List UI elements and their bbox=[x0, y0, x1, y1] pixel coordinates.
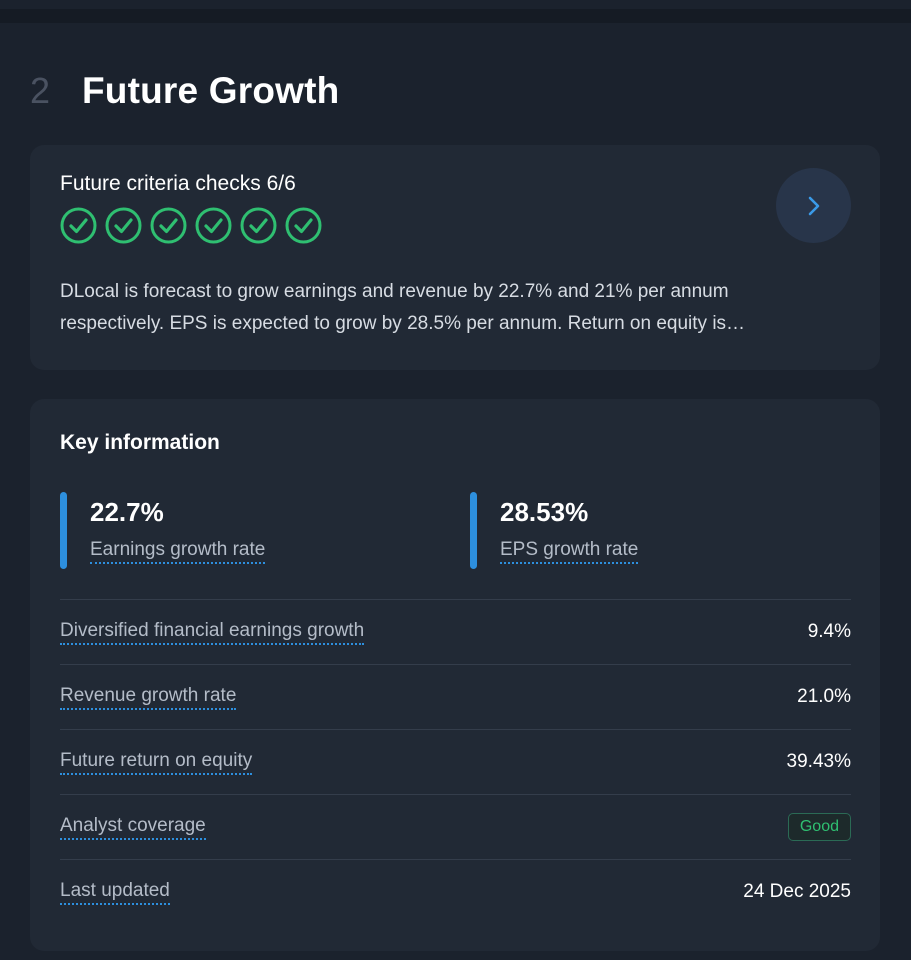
criteria-description: DLocal is forecast to grow earnings and … bbox=[60, 281, 746, 334]
chevron-right-icon bbox=[808, 196, 819, 215]
criteria-details-button[interactable] bbox=[776, 168, 851, 243]
check-circle-icon bbox=[105, 207, 142, 244]
status-badge: Good bbox=[787, 813, 851, 841]
table-row: Future return on equity 39.43% bbox=[60, 729, 851, 794]
key-information-card: Key information 22.7% Earnings growth ra… bbox=[30, 399, 880, 951]
criteria-card[interactable]: Future criteria checks 6/6 DLocal is for… bbox=[30, 145, 880, 370]
row-label[interactable]: Future return on equity bbox=[60, 750, 253, 775]
metric-value: 22.7% bbox=[90, 497, 164, 527]
top-strip bbox=[0, 9, 911, 23]
earnings-growth-metric: 22.7% Earnings growth rate bbox=[60, 492, 266, 569]
table-row: Diversified financial earnings growth 9.… bbox=[60, 599, 851, 664]
row-value: 24 Dec 2025 bbox=[743, 881, 851, 902]
table-row: Analyst coverage Good bbox=[60, 794, 851, 859]
check-circle-icon bbox=[60, 207, 97, 244]
row-label[interactable]: Analyst coverage bbox=[60, 815, 206, 840]
metric-value: 28.53% bbox=[500, 497, 589, 527]
top-bar bbox=[0, 0, 911, 9]
metric-label[interactable]: Earnings growth rate bbox=[90, 539, 266, 564]
row-label[interactable]: Diversified financial earnings growth bbox=[60, 620, 365, 645]
future-growth-section: 2 Future Growth Future criteria checks 6… bbox=[0, 23, 911, 960]
section-number: 2 bbox=[30, 70, 51, 111]
table-row: Last updated 24 Dec 2025 bbox=[60, 859, 851, 924]
eps-growth-metric: 28.53% EPS growth rate bbox=[470, 492, 639, 569]
key-info-rows: Diversified financial earnings growth 9.… bbox=[60, 599, 851, 924]
criteria-title: Future criteria checks 6/6 bbox=[60, 172, 296, 195]
row-value: 21.0% bbox=[797, 686, 851, 707]
table-row: Revenue growth rate 21.0% bbox=[60, 664, 851, 729]
criteria-checks bbox=[60, 207, 322, 244]
metric-label[interactable]: EPS growth rate bbox=[500, 539, 639, 564]
row-label[interactable]: Revenue growth rate bbox=[60, 685, 237, 710]
check-circle-icon bbox=[240, 207, 277, 244]
row-value: 39.43% bbox=[786, 751, 851, 772]
section-title: Future Growth bbox=[82, 70, 340, 111]
check-circle-icon bbox=[285, 207, 322, 244]
row-value: 9.4% bbox=[807, 621, 851, 642]
check-circle-icon bbox=[150, 207, 187, 244]
check-circle-icon bbox=[195, 207, 232, 244]
key-information-title: Key information bbox=[60, 431, 220, 454]
section-header: 2 Future Growth bbox=[30, 67, 339, 115]
row-label[interactable]: Last updated bbox=[60, 880, 170, 905]
